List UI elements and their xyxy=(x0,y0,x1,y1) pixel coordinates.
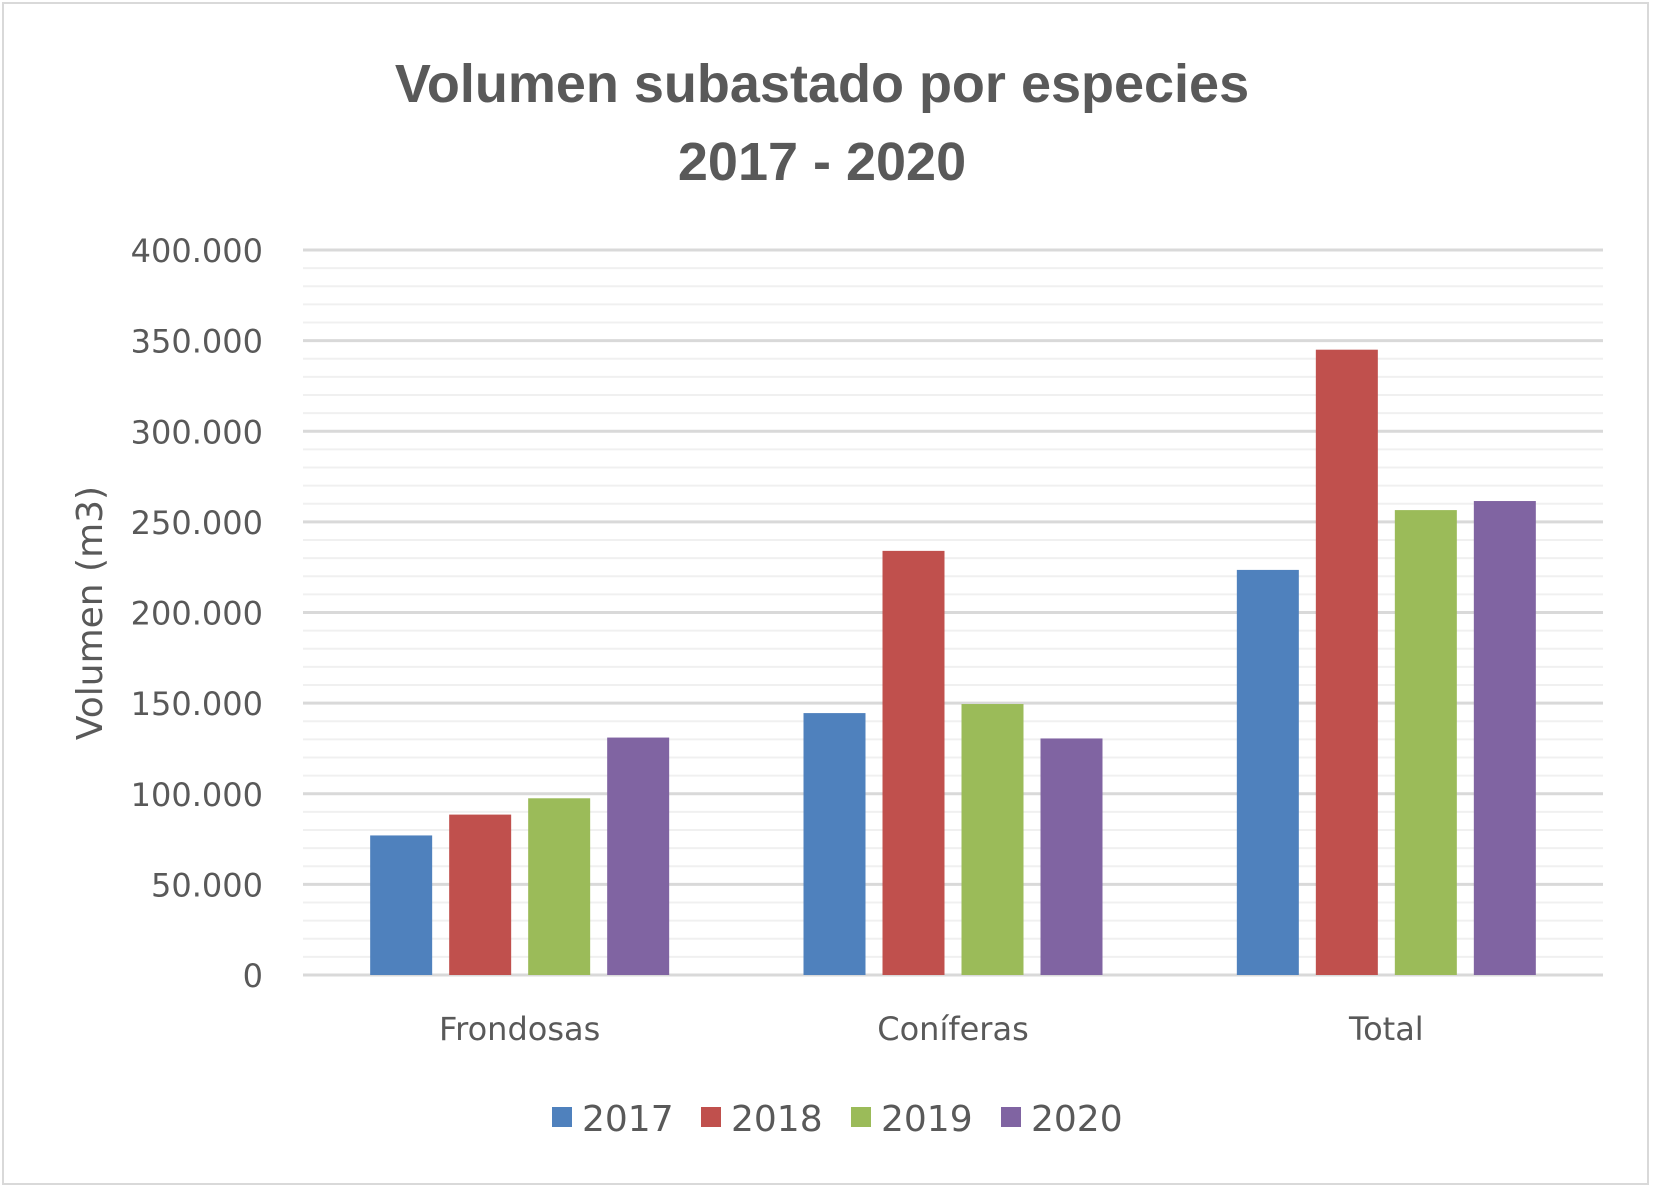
category-label: Coníferas xyxy=(877,1010,1028,1048)
y-tick-label: 150.000 xyxy=(131,685,263,723)
legend-swatch xyxy=(1001,1107,1021,1127)
bar xyxy=(1040,738,1103,975)
y-tick-label: 0 xyxy=(243,957,263,995)
category-label: Total xyxy=(1348,1010,1424,1048)
legend-label: 2019 xyxy=(881,1099,973,1140)
bar xyxy=(803,713,866,975)
legend-swatch xyxy=(851,1107,871,1127)
y-axis-label: Volumen (m3) xyxy=(70,486,111,740)
bar xyxy=(370,835,433,975)
bar xyxy=(449,814,512,975)
legend-swatch xyxy=(552,1107,572,1127)
legend-label: 2020 xyxy=(1031,1099,1123,1140)
y-tick-label: 50.000 xyxy=(151,866,263,904)
chart-title-line-1: Volumen subastado por especies xyxy=(395,54,1249,114)
minor-gridlines xyxy=(303,267,1603,958)
bar xyxy=(607,737,670,975)
y-tick-label: 400.000 xyxy=(131,232,263,270)
y-tick-labels: 0 50.000 100.000 150.000 200.000 250.000 300.0… xyxy=(131,232,263,995)
bar xyxy=(961,704,1024,975)
category-labels: Frondosas Coníferas Total xyxy=(439,1010,1424,1048)
category-label: Frondosas xyxy=(439,1010,600,1048)
legend-label: 2018 xyxy=(731,1099,823,1140)
bar xyxy=(528,798,591,975)
bar xyxy=(1394,510,1457,975)
y-tick-label: 300.000 xyxy=(131,413,263,451)
legend: 2017 2018 2019 2020 xyxy=(552,1099,1123,1140)
y-tick-label: 350.000 xyxy=(131,323,263,361)
legend-swatch xyxy=(701,1107,721,1127)
legend-label: 2017 xyxy=(582,1099,674,1140)
major-gridlines xyxy=(303,248,1603,977)
bar xyxy=(1315,349,1378,975)
bars xyxy=(370,349,1536,975)
bar xyxy=(882,550,945,975)
bar xyxy=(1473,501,1536,975)
y-tick-label: 250.000 xyxy=(131,504,263,542)
y-tick-label: 200.000 xyxy=(131,595,263,633)
y-tick-label: 100.000 xyxy=(131,776,263,814)
chart-title-line-2: 2017 - 2020 xyxy=(678,132,966,192)
bar xyxy=(1236,569,1299,975)
